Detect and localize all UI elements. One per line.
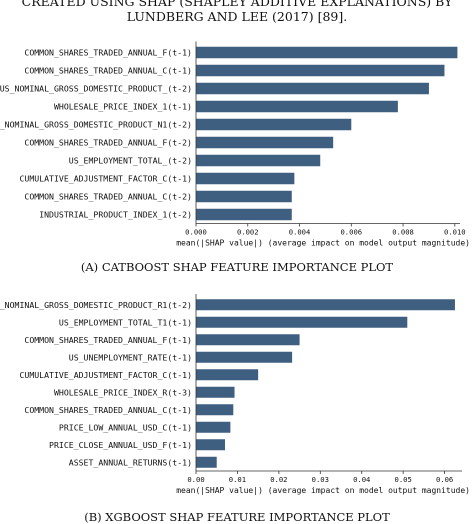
xgboost-category-label: CUMULATIVE_ADJUSTMENT_FACTOR_C(t-1) xyxy=(19,370,192,380)
xgboost-bar xyxy=(196,421,231,433)
xgboost-bar xyxy=(196,386,235,398)
caption-xgboost: (B) XGBOOST SHAP FEATURE IMPORTANCE PLOT xyxy=(84,510,390,524)
catboost-bar xyxy=(196,64,445,77)
catboost-x-tick-label: 0.006 xyxy=(340,228,362,237)
xgboost-category-label: COMMON_SHARES_TRADED_ANNUAL_C(t-1) xyxy=(24,405,192,415)
xgboost-x-tick-label: 0.01 xyxy=(229,475,246,484)
catboost-category-label: US_EMPLOYMENT_TOTAL_(t-2) xyxy=(69,156,192,166)
xgboost-bar xyxy=(196,316,408,328)
caption-catboost: (A) CATBOOST SHAP FEATURE IMPORTANCE PLO… xyxy=(80,260,394,274)
xgboost-x-tick-label: 0.00 xyxy=(187,475,204,484)
catboost-bar xyxy=(196,172,295,185)
xgboost-feature-importance-chart: US_NOMINAL_GROSS_DOMESTIC_PRODUCT_R1(t-2… xyxy=(0,294,470,495)
catboost-bar xyxy=(196,136,334,149)
catboost-bar xyxy=(196,82,429,95)
xgboost-bar xyxy=(196,439,226,451)
catboost-x-tick-label: 0.004 xyxy=(289,228,311,237)
catboost-category-label: INDUSTRIAL_PRODUCT_INDEX_1(t-2) xyxy=(39,210,192,220)
xgboost-bar xyxy=(196,369,259,381)
xgboost-category-label: US_EMPLOYMENT_TOTAL_T1(t-1) xyxy=(59,317,192,327)
xgboost-bar xyxy=(196,299,455,311)
catboost-x-tick-label: 0.008 xyxy=(392,228,414,237)
xgboost-category-label: ASSET_ANNUAL_RETURNS(t-1) xyxy=(69,457,192,467)
catboost-category-label: US_NOMINAL_GROSS_DOMESTIC_PRODUCT_N1(t-2… xyxy=(0,120,192,130)
top-caption: CREATED USING SHAP (SHAPLEY ADDITIVE EXP… xyxy=(21,0,453,24)
xgboost-bar xyxy=(196,351,293,363)
catboost-bar xyxy=(196,118,352,131)
xgboost-x-tick-label: 0.02 xyxy=(270,475,287,484)
catboost-x-tick-label: 0.000 xyxy=(185,228,207,237)
xgboost-category-label: US_UNEMPLOYMENT_RATE(t-1) xyxy=(69,352,192,362)
catboost-bar xyxy=(196,190,292,203)
xgboost-category-label: COMMON_SHARES_TRADED_ANNUAL_F(t-1) xyxy=(24,335,192,345)
catboost-x-tick-label: 0.002 xyxy=(237,228,259,237)
catboost-bar xyxy=(196,46,458,59)
catboost-bar xyxy=(196,100,398,113)
catboost-category-label: COMMON_SHARES_TRADED_ANNUAL_C(t-2) xyxy=(24,192,192,202)
xgboost-category-label: PRICE_CLOSE_ANNUAL_USD_F(t-1) xyxy=(49,440,192,450)
xgboost-bar xyxy=(196,334,300,346)
xgboost-bar xyxy=(196,404,234,416)
catboost-category-label: WHOLESALE_PRICE_INDEX_1(t-1) xyxy=(54,102,192,112)
catboost-x-tick-label: 0.010 xyxy=(444,228,466,237)
catboost-category-label: CUMULATIVE_ADJUSTMENT_FACTOR_C(t-1) xyxy=(19,174,192,184)
catboost-x-axis-label: mean(|SHAP value|) (average impact on mo… xyxy=(176,239,470,248)
xgboost-x-axis-label: mean(|SHAP value|) (average impact on mo… xyxy=(176,486,470,495)
xgboost-x-tick-label: 0.05 xyxy=(395,475,412,484)
catboost-category-label: US_NOMINAL_GROSS_DOMESTIC_PRODUCT_(t-2) xyxy=(0,84,192,94)
catboost-feature-importance-chart: COMMON_SHARES_TRADED_ANNUAL_F(t-1) COMMON… xyxy=(0,41,470,248)
catboost-bar xyxy=(196,208,292,221)
xgboost-category-label: US_NOMINAL_GROSS_DOMESTIC_PRODUCT_R1(t-2… xyxy=(0,300,192,310)
xgboost-bar xyxy=(196,456,217,468)
catboost-bar xyxy=(196,154,321,167)
xgboost-category-label: PRICE_LOW_ANNUAL_USD_C(t-1) xyxy=(59,422,192,432)
xgboost-x-tick-label: 0.03 xyxy=(312,475,329,484)
catboost-category-label: COMMON_SHARES_TRADED_ANNUAL_F(t-2) xyxy=(24,138,192,148)
xgboost-category-label: WHOLESALE_PRICE_INDEX_R(t-3) xyxy=(54,387,192,397)
xgboost-x-tick-label: 0.06 xyxy=(436,475,453,484)
xgboost-x-tick-label: 0.04 xyxy=(353,475,370,484)
catboost-category-label: COMMON_SHARES_TRADED_ANNUAL_C(t-1) xyxy=(24,66,192,76)
catboost-category-label: COMMON_SHARES_TRADED_ANNUAL_F(t-1) xyxy=(24,48,192,58)
